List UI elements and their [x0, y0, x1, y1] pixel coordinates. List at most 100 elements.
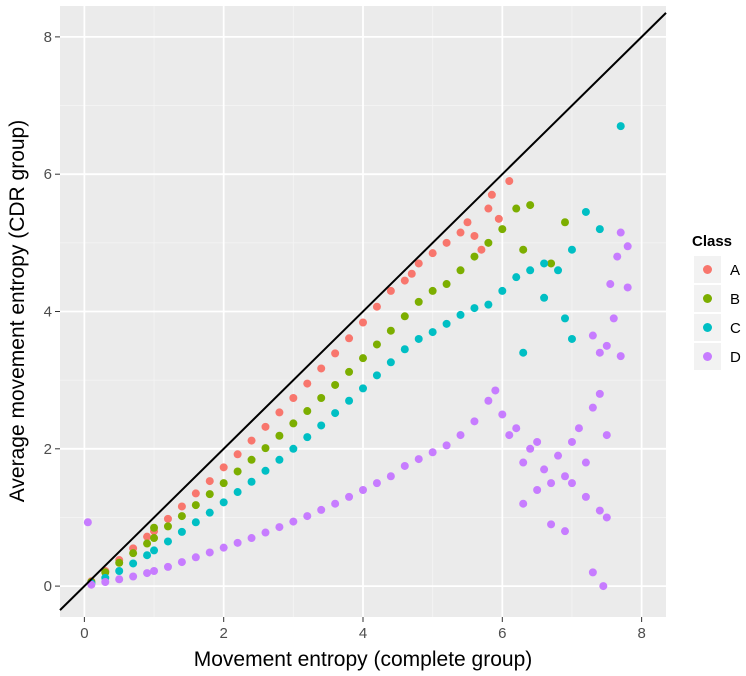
data-point	[191, 553, 200, 562]
data-point	[386, 472, 395, 481]
data-point	[428, 328, 437, 337]
data-point	[101, 577, 110, 586]
data-point	[205, 548, 214, 557]
data-point	[115, 575, 124, 584]
data-point	[400, 461, 409, 470]
data-point	[261, 466, 270, 475]
y-tick-label: 6	[44, 166, 52, 183]
data-point	[574, 424, 583, 433]
x-axis: 0 2 4 6 8	[80, 617, 646, 642]
data-point	[233, 467, 242, 476]
data-point	[317, 421, 326, 430]
data-point	[498, 225, 507, 234]
data-point	[588, 331, 597, 340]
data-point	[606, 280, 615, 289]
data-point	[547, 520, 556, 529]
series-D	[83, 228, 632, 591]
data-point	[372, 371, 381, 380]
y-tick-label: 4	[44, 304, 52, 321]
data-point	[247, 534, 256, 543]
data-point	[561, 314, 569, 323]
data-point	[623, 242, 632, 251]
legend-label-C: C	[730, 320, 741, 337]
data-point	[613, 252, 622, 261]
data-point	[602, 341, 611, 350]
data-point	[470, 231, 479, 240]
data-point	[456, 310, 465, 319]
data-point	[261, 528, 270, 537]
data-point	[505, 431, 514, 440]
x-tick-label: 4	[359, 625, 367, 642]
data-point	[177, 512, 186, 521]
identity-reference-line	[59, 12, 667, 611]
data-point	[567, 437, 576, 446]
data-point	[428, 249, 437, 258]
data-point	[386, 358, 395, 367]
data-point	[289, 444, 298, 453]
data-point	[359, 318, 367, 327]
data-point	[595, 225, 604, 234]
data-point	[519, 499, 528, 508]
data-point	[303, 407, 312, 416]
data-point	[205, 508, 214, 517]
data-point	[191, 489, 200, 498]
legend-key-C	[703, 323, 712, 332]
data-point	[484, 204, 493, 213]
data-point	[331, 349, 340, 358]
data-point	[470, 304, 479, 313]
data-point	[477, 245, 486, 254]
data-point	[561, 527, 569, 536]
data-point	[581, 207, 590, 216]
data-point	[233, 488, 242, 497]
data-point	[275, 408, 284, 417]
legend-label-D: D	[730, 349, 741, 366]
data-point	[143, 569, 152, 578]
data-point	[414, 259, 423, 268]
y-axis-title: Average movement entropy (CDR group)	[6, 120, 29, 502]
data-point	[289, 394, 298, 403]
data-point	[386, 326, 395, 335]
data-point	[331, 380, 340, 389]
data-point	[247, 455, 256, 464]
data-point	[498, 286, 507, 295]
data-point	[561, 218, 569, 227]
data-point	[261, 422, 270, 431]
data-point	[150, 546, 159, 555]
data-point	[414, 297, 423, 306]
data-point	[414, 455, 423, 464]
data-point	[247, 477, 256, 486]
data-point	[129, 549, 138, 558]
data-point	[595, 348, 604, 357]
data-point	[456, 228, 465, 237]
data-point	[386, 286, 395, 295]
data-point	[512, 424, 521, 433]
data-point	[303, 433, 312, 442]
x-tick-label: 6	[498, 625, 506, 642]
data-point	[143, 532, 152, 541]
data-point	[191, 501, 200, 510]
legend-title: Class	[692, 233, 732, 250]
data-point	[317, 394, 326, 403]
legend-key-B	[703, 294, 712, 303]
data-point	[233, 538, 242, 547]
data-point	[547, 259, 556, 268]
data-point	[115, 558, 124, 567]
data-point	[547, 479, 556, 488]
legend-key-A	[703, 265, 712, 274]
x-tick-label: 2	[220, 625, 228, 642]
data-point	[247, 436, 256, 445]
data-point	[602, 431, 611, 440]
data-point	[345, 334, 354, 343]
data-point	[519, 245, 528, 254]
data-point	[359, 384, 367, 393]
data-point	[129, 559, 138, 568]
data-point	[275, 431, 284, 440]
data-point	[317, 364, 326, 373]
data-point	[205, 490, 214, 499]
data-point	[595, 506, 604, 515]
series-B	[87, 201, 569, 586]
data-point	[599, 582, 608, 591]
data-point	[609, 314, 618, 323]
legend-label-B: B	[730, 291, 740, 308]
